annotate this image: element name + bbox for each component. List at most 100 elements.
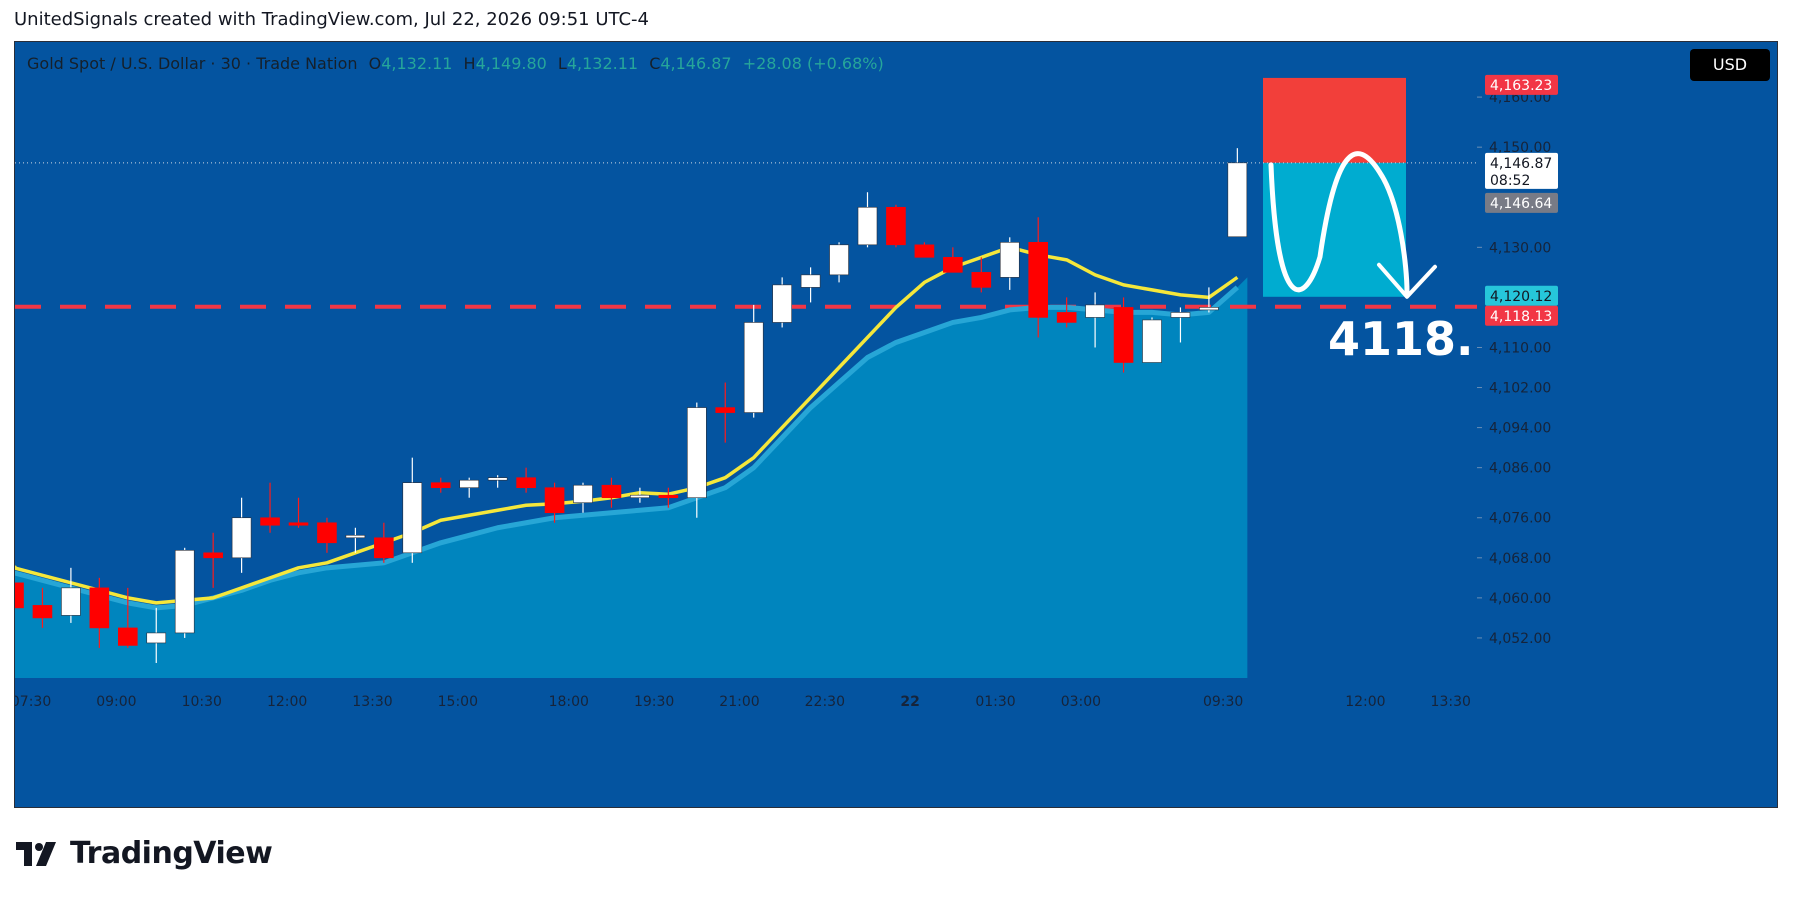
candle	[1113, 297, 1134, 373]
candle	[516, 467, 536, 493]
y-tick-label: 4,102.00	[1489, 381, 1551, 397]
price-badge-label: 4,163.23	[1490, 78, 1552, 94]
candle	[1028, 217, 1049, 338]
price-badge-label: 4,146.87	[1490, 156, 1552, 172]
open-value: 4,132.11	[381, 54, 453, 73]
price-badge-box	[1485, 152, 1558, 189]
price-badge-label: 4,120.12	[1490, 289, 1552, 305]
annotation-layer: 4118.1	[1268, 151, 1506, 366]
high-label: H	[463, 54, 476, 73]
candle-body	[800, 274, 821, 288]
candle-body	[231, 517, 252, 559]
candle	[1199, 287, 1219, 313]
candle-body	[61, 587, 81, 616]
candle	[999, 237, 1020, 290]
candle-body	[743, 322, 764, 413]
candle-body	[715, 407, 736, 413]
symbol-legend: Gold Spot / U.S. Dollar · 30 · Trade Nat…	[27, 54, 884, 73]
candle-body	[374, 537, 394, 559]
candle-body	[601, 484, 622, 499]
candle	[544, 482, 565, 523]
candle-body	[573, 484, 593, 504]
candle-body	[1227, 162, 1248, 238]
price-badge-label: 4,146.64	[1490, 196, 1552, 212]
tradingview-logo[interactable]: TradingView	[16, 836, 273, 871]
candle	[1085, 292, 1105, 348]
currency-button[interactable]: USD	[1690, 49, 1770, 81]
candle	[630, 487, 650, 503]
candle	[61, 567, 81, 623]
countdown-label: 08:52	[1490, 173, 1530, 189]
area-fill	[15, 277, 1248, 678]
projection-arrow-head	[1377, 262, 1437, 299]
candle	[1227, 148, 1248, 238]
candle-body	[857, 206, 878, 246]
candle	[231, 497, 252, 573]
x-tick-label: 21:00	[719, 694, 759, 710]
candle-body	[999, 242, 1020, 278]
candle	[829, 242, 849, 283]
price-chart[interactable]: 4118.1 4,160.004,150.004,130.004,110.004…	[15, 42, 1778, 808]
candle	[402, 457, 423, 563]
candle-body	[15, 582, 24, 609]
candle-body	[914, 244, 935, 258]
candle-body	[89, 587, 110, 629]
candle-body	[317, 522, 337, 544]
candle-body	[516, 477, 536, 489]
candle	[459, 477, 480, 498]
dashed-level-layer	[15, 162, 1477, 309]
candle	[686, 402, 707, 518]
chart-credit: UnitedSignals created with TradingView.c…	[14, 9, 649, 30]
x-tick-label: 22:30	[805, 694, 845, 710]
candle	[658, 487, 679, 508]
low-value: 4,132.11	[566, 54, 639, 73]
x-tick-label: 13:30	[1431, 694, 1471, 710]
x-tick-label: 07:30	[15, 694, 51, 710]
candle-body	[487, 477, 508, 481]
candle-body	[1199, 307, 1219, 311]
y-tick-label: 4,086.00	[1489, 461, 1551, 477]
candle	[146, 607, 167, 663]
candle	[886, 204, 906, 248]
candle	[601, 477, 622, 508]
candle	[971, 257, 992, 293]
y-tick-label: 4,076.00	[1489, 511, 1551, 527]
candle	[89, 577, 110, 648]
candle	[374, 522, 394, 563]
candle-body	[630, 494, 650, 499]
y-tick-label: 4,150.00	[1489, 140, 1551, 156]
price-badge-box	[1485, 285, 1558, 306]
candle	[203, 532, 223, 588]
candle-body	[544, 487, 565, 514]
candle-body	[459, 479, 480, 489]
candle-body	[829, 244, 849, 276]
candle-body	[1113, 307, 1134, 363]
y-tick-label: 4,068.00	[1489, 551, 1551, 567]
time-axis-background	[15, 678, 1777, 807]
x-tick-label: 03:00	[1061, 694, 1101, 710]
price-badge: 4,118.13	[1485, 305, 1558, 326]
candle-body	[1056, 312, 1077, 323]
candle	[1056, 297, 1077, 328]
x-tick-label: 18:00	[549, 694, 589, 710]
candle-body	[430, 482, 451, 489]
candle-body	[260, 517, 280, 526]
candle	[914, 242, 935, 258]
projection-curve	[1268, 151, 1410, 295]
x-tick-label: 19:30	[634, 694, 674, 710]
candle-body	[402, 482, 423, 554]
x-tick-label: 15:00	[438, 694, 478, 710]
price-badge: 4,120.12	[1485, 285, 1558, 306]
chart-area[interactable]: 4118.1 4,160.00 4,150.00 4,130.00 4,110.00 4…	[14, 41, 1778, 808]
candle	[943, 247, 963, 273]
close-value: 4,146.87	[660, 54, 732, 73]
candle-body	[174, 549, 195, 634]
open-label: O	[368, 54, 382, 73]
candle-body	[886, 206, 906, 246]
x-tick-label: 12:00	[1345, 694, 1385, 710]
change-value: +28.08 (+0.68%)	[742, 54, 884, 73]
candle-body	[118, 627, 138, 646]
price-badge-box	[1485, 74, 1558, 95]
candle	[487, 475, 508, 488]
